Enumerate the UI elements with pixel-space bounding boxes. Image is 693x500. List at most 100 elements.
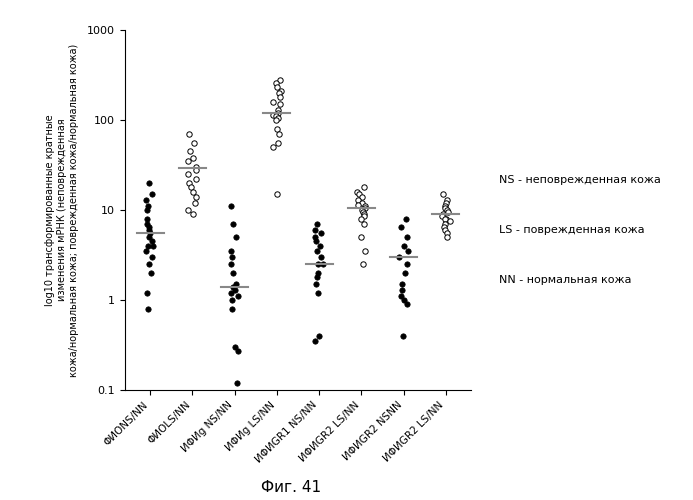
- Point: [352, 200, 363, 208]
- Point: [396, 280, 407, 288]
- Point: [399, 269, 410, 277]
- Point: [312, 269, 323, 277]
- Point: [310, 337, 321, 345]
- Point: [146, 253, 157, 261]
- Point: [145, 230, 156, 237]
- Point: [398, 242, 409, 250]
- Point: [144, 233, 155, 241]
- Point: [274, 93, 285, 101]
- Point: [311, 280, 322, 288]
- Point: [315, 230, 326, 237]
- Point: [272, 124, 283, 132]
- Point: [141, 289, 152, 297]
- Point: [357, 193, 368, 201]
- Point: [272, 84, 283, 92]
- Point: [358, 212, 369, 220]
- Point: [358, 260, 369, 268]
- Point: [142, 242, 153, 250]
- Point: [231, 280, 242, 288]
- Point: [144, 260, 155, 268]
- Point: [272, 106, 283, 114]
- Point: [310, 237, 322, 245]
- Point: [438, 223, 449, 231]
- Point: [353, 190, 365, 198]
- Point: [315, 253, 326, 261]
- Point: [440, 214, 451, 222]
- Point: [271, 116, 282, 124]
- Point: [315, 242, 326, 250]
- Point: [143, 226, 155, 234]
- Point: [143, 202, 154, 210]
- Point: [273, 130, 284, 138]
- Point: [310, 226, 321, 234]
- Point: [185, 147, 196, 155]
- Point: [398, 296, 409, 304]
- Point: [396, 286, 407, 294]
- Point: [353, 196, 364, 203]
- Point: [191, 193, 202, 201]
- Point: [439, 220, 450, 228]
- Point: [442, 208, 453, 216]
- Point: [352, 188, 363, 196]
- Point: [442, 196, 453, 203]
- Point: [272, 114, 283, 122]
- Point: [229, 343, 240, 351]
- Point: [360, 204, 371, 212]
- Point: [444, 217, 455, 225]
- Point: [355, 214, 366, 222]
- Point: [437, 212, 448, 220]
- Text: Фиг. 41: Фиг. 41: [261, 480, 321, 495]
- Point: [437, 190, 448, 198]
- Point: [394, 253, 405, 261]
- Point: [148, 242, 159, 250]
- Point: [230, 286, 241, 294]
- Point: [395, 292, 406, 300]
- Point: [190, 199, 201, 207]
- Point: [311, 247, 322, 255]
- Point: [317, 260, 328, 268]
- Point: [183, 170, 194, 178]
- Point: [142, 304, 153, 312]
- Point: [360, 202, 371, 210]
- Point: [270, 78, 281, 86]
- Point: [439, 202, 450, 210]
- Point: [141, 214, 152, 222]
- Point: [140, 196, 151, 203]
- Point: [142, 220, 153, 228]
- Point: [273, 89, 284, 97]
- Point: [270, 112, 281, 120]
- Point: [190, 166, 201, 174]
- Point: [401, 233, 412, 241]
- Point: [440, 214, 451, 222]
- Point: [225, 260, 236, 268]
- Point: [225, 247, 236, 255]
- Text: NN - нормальная кожа: NN - нормальная кожа: [499, 275, 631, 285]
- Point: [143, 223, 155, 231]
- Point: [184, 179, 195, 187]
- Point: [146, 190, 157, 198]
- Point: [313, 332, 324, 340]
- Point: [356, 233, 367, 241]
- Text: LS - поврежденная кожа: LS - поврежденная кожа: [499, 225, 644, 235]
- Point: [441, 230, 453, 237]
- Point: [183, 157, 194, 165]
- Point: [313, 260, 324, 268]
- Point: [141, 247, 152, 255]
- Point: [441, 233, 452, 241]
- Point: [401, 300, 412, 308]
- Point: [231, 233, 242, 241]
- Point: [401, 214, 412, 222]
- Point: [358, 210, 369, 218]
- Point: [310, 233, 321, 241]
- Point: [441, 199, 452, 207]
- Point: [188, 140, 200, 147]
- Point: [227, 283, 238, 291]
- Text: NS - неповрежденная кожа: NS - неповрежденная кожа: [499, 175, 661, 185]
- Point: [185, 183, 196, 191]
- Point: [441, 206, 452, 214]
- Point: [275, 87, 286, 95]
- Point: [191, 163, 202, 171]
- Point: [439, 226, 450, 234]
- Point: [182, 206, 193, 214]
- Point: [402, 260, 413, 268]
